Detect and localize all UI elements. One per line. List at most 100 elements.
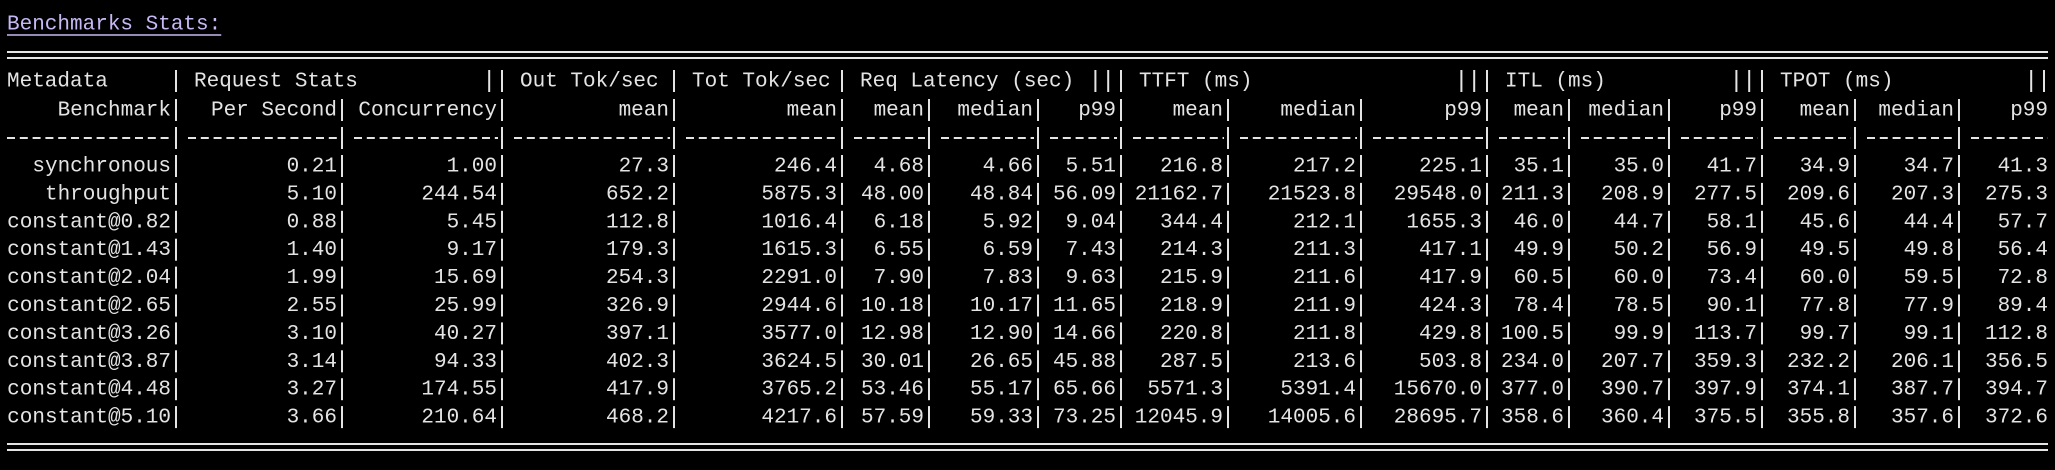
cell-value: 359.3 bbox=[1694, 351, 1757, 374]
column-separator bbox=[175, 99, 177, 121]
cell-value: 65.66 bbox=[1053, 379, 1116, 402]
cell-value: 225.1 bbox=[1419, 156, 1482, 179]
cell-value: 56.4 bbox=[1998, 239, 2048, 262]
column-separator bbox=[341, 99, 343, 121]
cell-value: 9.04 bbox=[1066, 211, 1116, 234]
cell-value: 210.64 bbox=[421, 407, 497, 430]
column-separator bbox=[1486, 378, 1488, 401]
column-separator bbox=[1568, 350, 1570, 373]
column-separator bbox=[1094, 70, 1097, 92]
column-separator bbox=[673, 182, 675, 205]
column-header: p99 bbox=[2010, 100, 2048, 123]
benchmark-name: constant@0.82 bbox=[7, 211, 171, 234]
column-separator bbox=[928, 294, 930, 317]
column-separator bbox=[1958, 99, 1960, 121]
column-separator bbox=[1958, 294, 1960, 317]
cell-value: 45.6 bbox=[1800, 211, 1850, 234]
column-separator bbox=[1854, 378, 1856, 401]
cell-value: 12.90 bbox=[970, 323, 1033, 346]
column-separator bbox=[488, 70, 491, 92]
column-separator bbox=[341, 238, 343, 261]
cell-value: 44.7 bbox=[1614, 211, 1664, 234]
column-header: p99 bbox=[1719, 100, 1757, 123]
column-separator bbox=[175, 182, 177, 205]
cell-value: 254.3 bbox=[606, 267, 669, 290]
column-separator bbox=[841, 99, 843, 121]
column-separator bbox=[1668, 378, 1670, 401]
cell-value: 211.3 bbox=[1293, 239, 1356, 262]
cell-value: 78.5 bbox=[1614, 295, 1664, 318]
cell-value: 358.6 bbox=[1501, 407, 1564, 430]
column-separator bbox=[1037, 266, 1039, 289]
cell-value: 5.92 bbox=[983, 211, 1033, 234]
cell-value: 220.8 bbox=[1160, 323, 1223, 346]
cell-value: 90.1 bbox=[1707, 295, 1757, 318]
column-separator bbox=[1360, 350, 1362, 373]
benchmark-name: constant@2.65 bbox=[7, 295, 171, 318]
group-header: Request Stats bbox=[194, 71, 358, 94]
cell-value: 28695.7 bbox=[1394, 407, 1482, 430]
cell-value: 232.2 bbox=[1787, 351, 1850, 374]
column-separator bbox=[1227, 99, 1229, 121]
column-separator bbox=[1568, 266, 1570, 289]
cell-value: 246.4 bbox=[774, 156, 837, 179]
column-separator bbox=[841, 322, 843, 345]
column-separator bbox=[1668, 127, 1670, 149]
cell-value: 59.33 bbox=[970, 407, 1033, 430]
column-separator bbox=[928, 182, 930, 205]
cell-value: 652.2 bbox=[606, 183, 669, 206]
cell-value: 468.2 bbox=[606, 407, 669, 430]
column-separator bbox=[1227, 182, 1229, 205]
cell-value: 397.1 bbox=[606, 323, 669, 346]
cell-value: 48.00 bbox=[861, 183, 924, 206]
cell-value: 14005.6 bbox=[1268, 407, 1356, 430]
cell-value: 9.63 bbox=[1066, 267, 1116, 290]
cell-value: 356.5 bbox=[1985, 351, 2048, 374]
column-separator bbox=[1120, 378, 1122, 401]
column-separator bbox=[341, 350, 343, 373]
column-header: mean bbox=[787, 100, 837, 123]
column-separator bbox=[501, 406, 503, 429]
column-separator bbox=[1568, 294, 1570, 317]
cell-value: 387.7 bbox=[1891, 379, 1954, 402]
column-separator bbox=[1568, 210, 1570, 233]
column-separator bbox=[1037, 406, 1039, 429]
benchmark-name: throughput bbox=[45, 183, 171, 206]
cell-value: 0.21 bbox=[287, 156, 337, 179]
group-header: Metadata bbox=[7, 71, 108, 94]
cell-value: 73.25 bbox=[1053, 407, 1116, 430]
cell-value: 3624.5 bbox=[761, 351, 837, 374]
cell-value: 41.3 bbox=[1998, 156, 2048, 179]
cell-value: 49.9 bbox=[1514, 239, 1564, 262]
column-separator bbox=[1227, 406, 1229, 429]
column-separator bbox=[1668, 238, 1670, 261]
column-separator bbox=[501, 378, 503, 401]
column-header: median bbox=[1878, 100, 1954, 123]
column-separator bbox=[1668, 350, 1670, 373]
column-separator bbox=[1761, 322, 1763, 345]
column-separator bbox=[1460, 70, 1463, 92]
column-separator bbox=[1568, 322, 1570, 345]
stats-title: Benchmarks Stats: bbox=[7, 14, 221, 37]
cell-value: 217.2 bbox=[1293, 156, 1356, 179]
cell-value: 21162.7 bbox=[1135, 183, 1223, 206]
column-separator bbox=[1227, 155, 1229, 177]
cell-value: 275.3 bbox=[1985, 183, 2048, 206]
column-separator bbox=[1120, 350, 1122, 373]
cell-value: 503.8 bbox=[1419, 351, 1482, 374]
column-separator bbox=[1748, 70, 1751, 92]
column-separator bbox=[1486, 182, 1488, 205]
cell-value: 287.5 bbox=[1160, 351, 1223, 374]
column-separator bbox=[1360, 127, 1362, 149]
benchmark-name: constant@4.48 bbox=[7, 379, 171, 402]
column-separator bbox=[928, 99, 930, 121]
column-separator bbox=[1486, 406, 1488, 429]
column-header: p99 bbox=[1078, 100, 1116, 123]
cell-value: 56.09 bbox=[1053, 183, 1116, 206]
column-separator bbox=[1227, 322, 1229, 345]
column-separator bbox=[841, 210, 843, 233]
group-header: TPOT (ms) bbox=[1780, 71, 1893, 94]
column-separator bbox=[1120, 266, 1122, 289]
cell-value: 48.84 bbox=[970, 183, 1033, 206]
column-separator bbox=[928, 266, 930, 289]
